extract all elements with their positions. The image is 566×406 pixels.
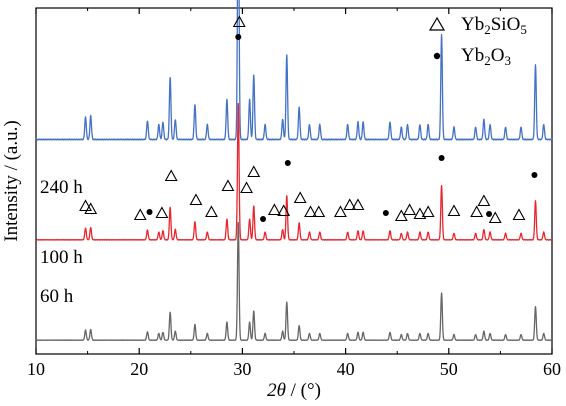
x-tick-label: 20 bbox=[130, 359, 148, 379]
marker-yb2o3 bbox=[284, 160, 291, 166]
marker-yb2sio5 bbox=[267, 203, 281, 216]
marker-yb2sio5 bbox=[351, 198, 365, 211]
marker-yb2sio5 bbox=[205, 205, 218, 218]
x-tick-label: 30 bbox=[233, 359, 251, 379]
marker-yb2sio5 bbox=[413, 207, 427, 220]
marker-yb2sio5 bbox=[277, 204, 291, 217]
marker-yb2o3 bbox=[486, 211, 493, 217]
x-tick-label: 60 bbox=[543, 359, 561, 379]
marker-yb2sio5 bbox=[247, 165, 261, 178]
x-tick-label: 40 bbox=[337, 359, 355, 379]
marker-yb2sio5 bbox=[470, 205, 484, 218]
marker-yb2sio5 bbox=[512, 208, 526, 221]
series-line-240-h bbox=[35, 0, 553, 141]
marker-yb2o3 bbox=[438, 155, 445, 161]
marker-yb2sio5 bbox=[189, 193, 203, 206]
marker-yb2sio5 bbox=[155, 206, 169, 219]
legend-label: Yb2SiO5 bbox=[461, 14, 527, 37]
marker-yb2sio5 bbox=[133, 208, 147, 221]
marker-yb2o3 bbox=[531, 172, 538, 178]
x-axis-title-symbol: 2θ bbox=[267, 380, 286, 401]
marker-yb2sio5 bbox=[477, 194, 491, 207]
marker-yb2o3 bbox=[260, 216, 267, 222]
marker-yb2sio5 bbox=[394, 209, 408, 222]
marker-yb2sio5 bbox=[334, 205, 347, 218]
marker-yb2o3 bbox=[382, 210, 389, 216]
marker-yb2sio5 bbox=[232, 15, 246, 28]
legend-label: Yb2O3 bbox=[461, 45, 511, 68]
series-label-240-h: 240 h bbox=[40, 177, 83, 198]
marker-yb2sio5 bbox=[84, 202, 98, 215]
marker-yb2sio5 bbox=[343, 198, 357, 211]
series-label-100-h: 100 h bbox=[40, 247, 83, 268]
marker-yb2sio5 bbox=[240, 181, 253, 194]
phase-markers bbox=[79, 15, 538, 224]
x-axis-title-unit: / (°) bbox=[286, 380, 321, 401]
marker-yb2sio5 bbox=[421, 205, 435, 218]
marker-yb2sio5 bbox=[447, 204, 461, 217]
marker-yb2sio5 bbox=[312, 205, 326, 218]
x-axis-ticks: 10 20 30 40 50 60 bbox=[27, 8, 561, 379]
x-tick-label: 10 bbox=[27, 359, 45, 379]
x-tick-label: 50 bbox=[440, 359, 458, 379]
legend-triangle-icon bbox=[428, 16, 446, 31]
series-labels: 240 h 100 h 60 h bbox=[40, 177, 83, 307]
marker-yb2sio5 bbox=[164, 169, 178, 182]
legend: Yb2SiO5 Yb2O3 bbox=[428, 14, 527, 68]
marker-yb2sio5 bbox=[79, 199, 92, 212]
marker-yb2sio5 bbox=[293, 191, 307, 204]
marker-yb2sio5 bbox=[403, 203, 417, 216]
marker-yb2o3 bbox=[235, 34, 242, 40]
series-label-60-h: 60 h bbox=[40, 286, 74, 307]
diffraction-curves bbox=[35, 0, 553, 342]
marker-yb2sio5 bbox=[488, 211, 502, 224]
series-line-100-h bbox=[35, 102, 553, 241]
marker-yb2sio5 bbox=[221, 179, 235, 192]
y-axis-title: Intensity / (a.u.) bbox=[1, 120, 22, 241]
x-axis-title: 2θ / (°) bbox=[267, 380, 321, 401]
legend-dot-icon bbox=[433, 52, 441, 60]
marker-yb2sio5 bbox=[304, 205, 317, 218]
marker-yb2o3 bbox=[146, 209, 153, 215]
series-line-60-h bbox=[35, 221, 553, 342]
